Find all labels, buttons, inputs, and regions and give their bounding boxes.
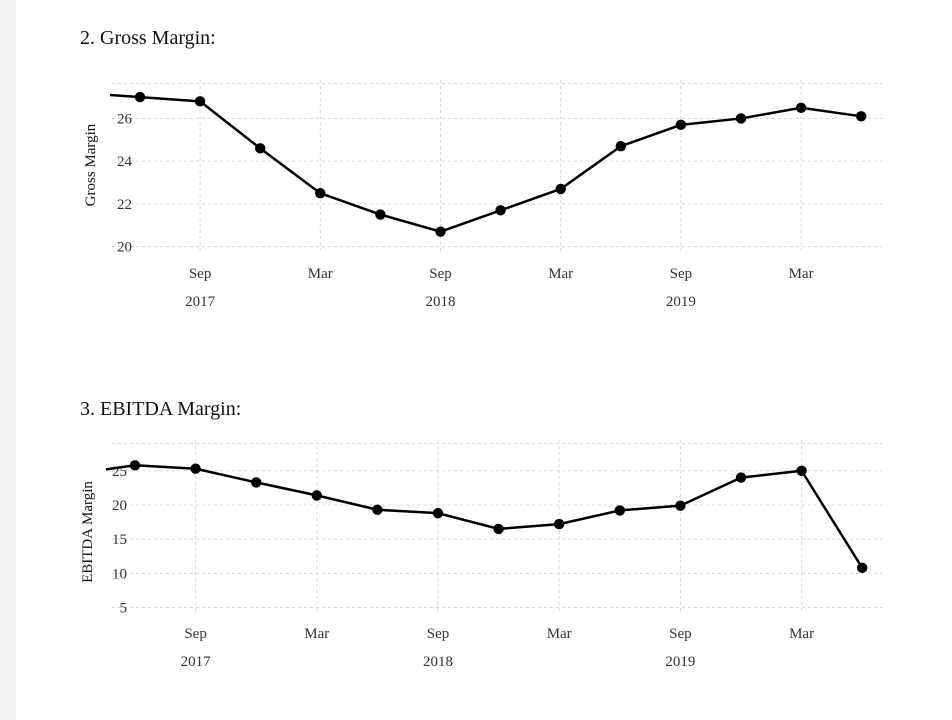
- ebitda-margin-data-point: [857, 562, 868, 574]
- gross-margin-data-point: [194, 96, 206, 107]
- ebitda-margin-data-point: [251, 477, 262, 488]
- gross-margin-data-point: [134, 91, 146, 103]
- ebitda-margin-x-tick-label: Sep: [184, 626, 207, 642]
- gross-margin-x-year-label: 2018: [426, 294, 456, 310]
- gross-margin-x-tick-label: Sep: [670, 266, 693, 282]
- gross-margin-x-tick-label: Mar: [308, 266, 333, 282]
- gross-margin-y-axis-label: Gross Margin: [83, 123, 99, 206]
- ebitda-margin-x-year-label: 2018: [423, 654, 453, 670]
- gross-margin-x-year-label: 2017: [185, 294, 216, 310]
- gross-margin-x-tick-label: Mar: [789, 266, 814, 282]
- gross-margin-data-point: [856, 111, 867, 122]
- ebitda-margin-y-axis-label: EBITDA Margin: [80, 481, 96, 583]
- ebitda-margin-x-tick-label: Mar: [304, 626, 329, 642]
- ebitda-margin-data-point: [614, 505, 625, 516]
- gross-margin-data-point: [615, 141, 626, 152]
- ebitda-margin-section-title: 3. EBITDA Margin:: [80, 398, 242, 420]
- gross-margin-data-point: [675, 119, 687, 131]
- gross-margin-data-point: [435, 226, 446, 237]
- gross-margin-data-point: [315, 187, 326, 199]
- ebitda-margin-y-tick-label: 15: [112, 532, 127, 548]
- gross-margin-x-tick-label: Sep: [189, 266, 212, 282]
- gross-margin-y-tick-label: 24: [117, 154, 133, 170]
- ebitda-margin-x-tick-label: Sep: [427, 626, 450, 642]
- gross-margin-x-tick-label: Mar: [548, 266, 573, 282]
- ebitda-margin-x-tick-label: Mar: [789, 626, 814, 642]
- ebitda-margin-y-tick-label: 10: [112, 566, 127, 582]
- gross-margin-series-line: [109, 93, 862, 233]
- ebitda-margin-x-year-label: 2017: [181, 654, 212, 670]
- ebitda-margin-x-year-label: 2019: [665, 654, 695, 670]
- ebitda-margin-data-point: [675, 500, 686, 511]
- gross-margin-chart: 20 22 24 26 Gross Margin Sep 2017 Mar Sep 2018 Mar…: [83, 80, 882, 310]
- ebitda-margin-data-point: [796, 465, 807, 476]
- ebitda-margin-data-point: [432, 507, 444, 519]
- gross-margin-data-point: [795, 102, 807, 113]
- ebitda-margin-data-point: [735, 472, 747, 483]
- gross-margin-data-point: [555, 183, 566, 195]
- gross-margin-data-point: [495, 205, 506, 216]
- gross-margin-x-year-label: 2019: [666, 294, 696, 310]
- ebitda-margin-series-line: [105, 464, 864, 569]
- ebitda-margin-data-point: [311, 490, 322, 501]
- ebitda-margin-data-point: [129, 460, 141, 471]
- ebitda-margin-data-point: [554, 518, 565, 530]
- gross-margin-x-tick-label: Sep: [429, 266, 452, 282]
- ebitda-margin-data-point: [190, 463, 201, 474]
- ebitda-margin-x-tick-label: Mar: [547, 626, 572, 642]
- ebitda-margin-x-tick-label: Sep: [669, 626, 692, 642]
- page-margin-strip: [0, 0, 16, 720]
- gross-margin-section-title: 2. Gross Margin:: [80, 27, 216, 49]
- gross-margin-data-point: [375, 209, 386, 220]
- gross-margin-y-tick-label: 22: [117, 197, 132, 213]
- ebitda-margin-y-tick-label: 5: [120, 601, 128, 617]
- ebitda-margin-data-point: [372, 504, 383, 515]
- gross-margin-y-tick-label: 26: [117, 111, 133, 127]
- gross-margin-data-point: [735, 113, 747, 124]
- ebitda-margin-y-tick-label: 20: [112, 498, 127, 514]
- ebitda-margin-data-point: [493, 523, 504, 535]
- gross-margin-data-point: [255, 143, 266, 154]
- gross-margin-y-tick-label: 20: [117, 240, 132, 256]
